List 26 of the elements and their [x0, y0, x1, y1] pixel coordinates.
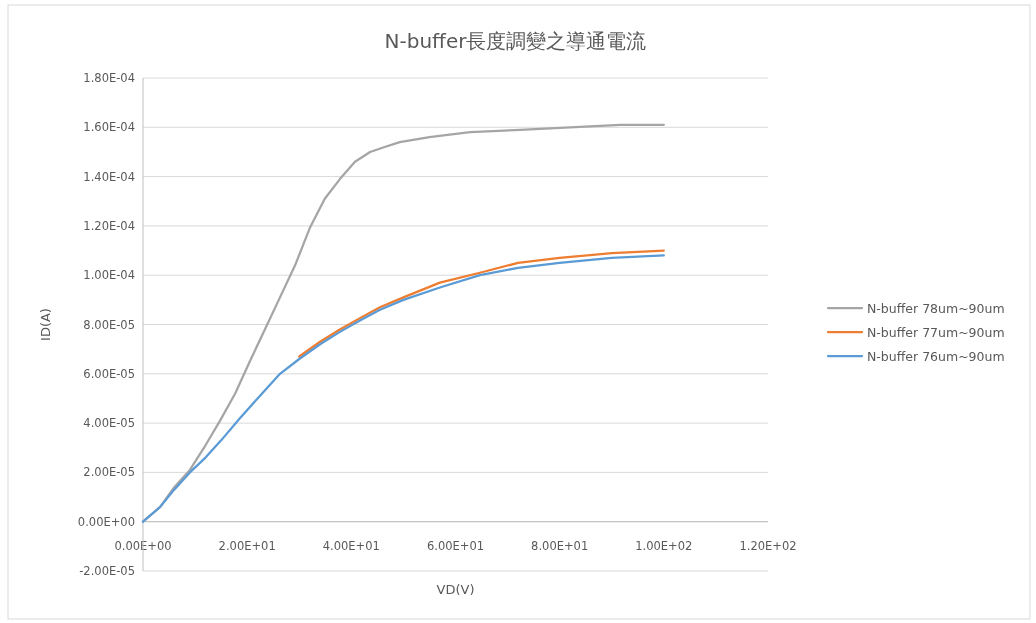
y-tick-label: 1.40E-04: [83, 169, 135, 184]
x-tick-label: 6.00E+01: [426, 538, 485, 553]
line-series: [141, 254, 665, 523]
x-tick-label: 4.00E+01: [322, 538, 380, 553]
line-series: [298, 249, 665, 358]
y-axis-title: ID(A): [38, 308, 53, 341]
y-tick-label: -2.00E-05: [79, 564, 135, 578]
y-tick-label: 6.00E-05: [83, 366, 135, 381]
x-tick-label: 8.00E+01: [531, 538, 589, 553]
legend-label: N-buffer 77um~90um: [867, 324, 1005, 340]
chart-title: N-buffer長度調變之導通電流: [384, 29, 647, 53]
y-tick-label: 1.20E-04: [83, 218, 135, 233]
y-tick-label: 1.00E-04: [83, 268, 135, 283]
x-tick-label: 2.00E+01: [218, 538, 276, 553]
y-tick-label: 0.00E+00: [77, 514, 135, 529]
y-tick-label: 4.00E-05: [83, 416, 135, 431]
y-tick-label: 1.60E-04: [83, 120, 135, 135]
y-tick-label: 8.00E-05: [83, 317, 135, 332]
y-tick-label: 2.00E-05: [83, 465, 135, 480]
legend-label: N-buffer 78um~90um: [867, 300, 1005, 316]
y-tick-label: 1.80E-04: [83, 71, 135, 85]
x-tick-label: 0.00E+00: [114, 538, 172, 553]
x-axis-title: VD(V): [436, 582, 475, 597]
x-tick-label: 1.00E+02: [635, 538, 693, 553]
x-tick-label: 1.20E+02: [739, 538, 797, 553]
legend-label: N-buffer 76um~90um: [867, 348, 1005, 364]
